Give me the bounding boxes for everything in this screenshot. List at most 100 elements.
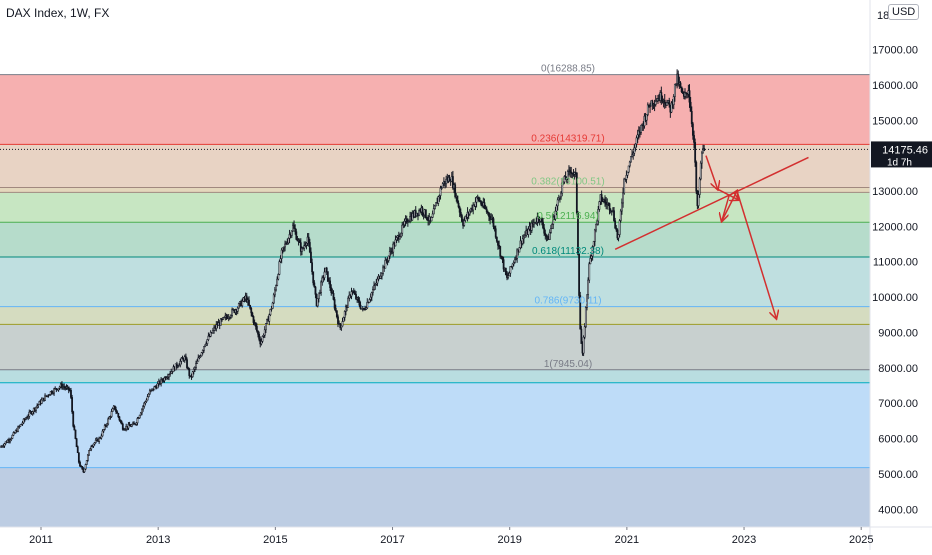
candle-424 xyxy=(477,196,480,203)
candle-573 xyxy=(645,114,648,126)
candle-body-432 xyxy=(486,211,489,214)
candle-39 xyxy=(44,393,46,401)
candle-body-571 xyxy=(643,115,646,127)
candle-body-24 xyxy=(27,416,30,419)
candle-body-15 xyxy=(17,426,19,432)
candle-body-522 xyxy=(588,263,591,281)
candle-body-244 xyxy=(275,285,277,291)
candle-body-226 xyxy=(254,322,257,327)
candle-body-271 xyxy=(305,242,308,246)
candle-body-150 xyxy=(169,373,172,375)
candle-32 xyxy=(36,403,39,409)
candle-582 xyxy=(655,97,658,102)
candle-15 xyxy=(17,425,19,433)
candle-body-78 xyxy=(88,450,90,456)
candle-body-210 xyxy=(236,307,239,312)
candle-body-125 xyxy=(141,408,143,414)
candle-body-354 xyxy=(399,236,401,240)
candle-184 xyxy=(207,332,210,342)
candle-164 xyxy=(184,353,187,361)
candle-395 xyxy=(445,175,448,188)
candle-body-378 xyxy=(426,217,428,221)
candle-body-284 xyxy=(320,281,322,293)
candle-245 xyxy=(276,276,279,287)
candle-body-84 xyxy=(94,439,97,443)
candle-416 xyxy=(468,209,471,216)
candle-224 xyxy=(252,315,255,326)
candle-body-282 xyxy=(317,292,320,299)
candle-330 xyxy=(372,286,374,296)
candle-170 xyxy=(191,371,194,378)
candle-body-430 xyxy=(484,207,487,210)
candle-172 xyxy=(194,366,196,373)
candle-body-123 xyxy=(138,414,141,419)
candle-88 xyxy=(99,437,102,440)
candle-454 xyxy=(511,263,514,270)
candle-body-305 xyxy=(343,311,346,318)
candle-325 xyxy=(366,298,369,310)
candle-560 xyxy=(631,149,633,158)
candle-body-348 xyxy=(392,243,395,253)
candle-body-54 xyxy=(61,383,63,388)
candle-477 xyxy=(537,215,540,224)
candle-body-599 xyxy=(675,83,677,85)
candle-578 xyxy=(651,99,654,110)
candle-body-126 xyxy=(142,406,144,410)
candle-body-620 xyxy=(698,178,701,195)
fib-zones xyxy=(0,74,870,527)
candle-226 xyxy=(254,322,257,330)
candle-566 xyxy=(637,126,640,140)
candle-494 xyxy=(556,197,559,211)
candle-334 xyxy=(376,276,379,287)
candle-586 xyxy=(660,86,663,105)
candle-body-555 xyxy=(625,175,628,180)
candle-546 xyxy=(615,225,618,232)
candle-374 xyxy=(421,206,424,217)
y-tick-label-17000: 17000.00 xyxy=(872,45,918,57)
candle-67 xyxy=(75,437,78,448)
candle-545 xyxy=(614,217,617,229)
candle-body-490 xyxy=(552,216,555,225)
candle-body-533 xyxy=(600,194,603,202)
candle-body-505 xyxy=(569,169,571,173)
y-tick-label-13000: 13000.00 xyxy=(872,186,918,198)
candle-body-238 xyxy=(268,314,271,322)
candle-body-183 xyxy=(206,339,209,344)
candle-536 xyxy=(604,195,606,207)
candle-body-475 xyxy=(535,221,538,224)
candle-390 xyxy=(439,185,442,200)
candle-550 xyxy=(619,208,622,223)
candle-body-371 xyxy=(418,210,421,216)
candle-body-248 xyxy=(279,258,282,262)
candle-body-268 xyxy=(302,247,304,250)
candle-body-605 xyxy=(681,91,684,94)
candle-465 xyxy=(524,231,526,238)
candle-body-66 xyxy=(74,429,77,440)
candle-body-233 xyxy=(262,334,265,337)
candle-278 xyxy=(313,280,316,288)
candle-287 xyxy=(323,267,326,281)
candle-344 xyxy=(387,255,390,263)
candle-511 xyxy=(575,172,578,216)
candle-603 xyxy=(679,81,682,89)
candle-body-240 xyxy=(270,308,273,310)
candle-581 xyxy=(654,95,657,107)
candle-body-446 xyxy=(502,259,505,270)
candle-559 xyxy=(630,156,632,163)
candle-10 xyxy=(11,434,14,439)
candle-464 xyxy=(522,234,525,244)
candle-body-488 xyxy=(550,228,552,233)
candle-350 xyxy=(394,235,397,247)
candle-186 xyxy=(209,330,212,338)
candle-211 xyxy=(237,302,240,309)
candle-body-431 xyxy=(485,208,488,213)
candle-129 xyxy=(145,398,148,403)
candle-body-255 xyxy=(287,238,290,244)
candle-body-392 xyxy=(441,183,444,189)
candle-body-113 xyxy=(127,424,130,429)
candle-483 xyxy=(544,229,547,240)
candle-body-361 xyxy=(406,221,409,223)
candle-body-166 xyxy=(187,367,190,370)
currency-button[interactable]: USD xyxy=(888,4,920,20)
